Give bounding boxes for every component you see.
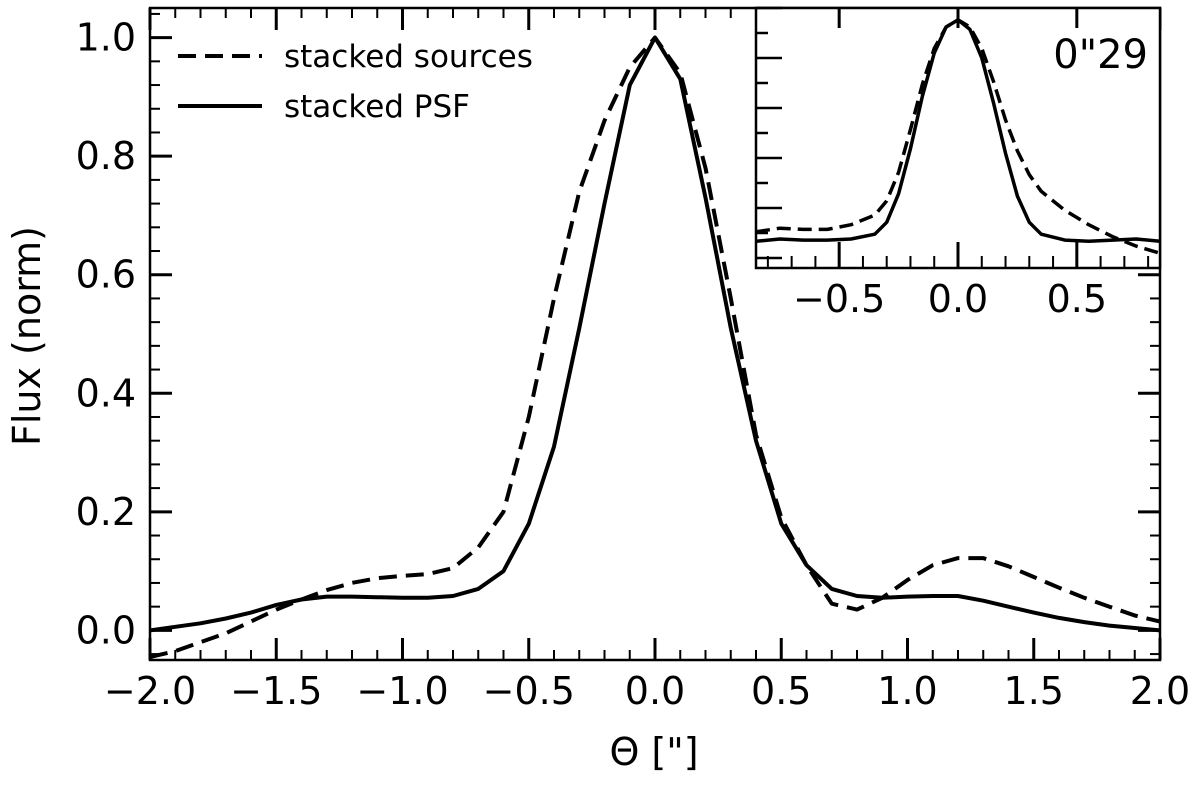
inset-plot: −0.5 0.0 0.5 0"29 [754, 6, 1162, 321]
series-line-stacked-psf [150, 35, 1160, 633]
y-tick-label: 0.2 [76, 490, 136, 534]
inset-background [756, 8, 1160, 268]
y-tick-label: 0.4 [76, 371, 136, 415]
x-tick-label: 1.0 [877, 669, 937, 713]
inset-x-tick-label: 0.5 [1047, 277, 1107, 321]
y-tick-label: 0.0 [76, 608, 136, 652]
x-tick-label: 1.5 [1004, 669, 1064, 713]
x-tick-label: −0.5 [483, 669, 575, 713]
inset-frame [754, 6, 1162, 270]
legend-label: stacked sources [284, 39, 533, 75]
y-tick-label: 0.6 [76, 253, 136, 297]
y-tick-label: 1.0 [76, 16, 136, 60]
plot-frame [148, 6, 1162, 662]
x-tick-label: 0.5 [751, 669, 811, 713]
main-plot: −2.0 −1.5 −1.0 −0.5 0.0 0.5 1.0 1.5 2.0 0.0 0.2 0.4… [76, 6, 1190, 713]
x-tick-label: −1.0 [356, 669, 448, 713]
x-tick-label: 0.0 [625, 669, 685, 713]
x-tick-label: −2.0 [104, 669, 196, 713]
x-axis-label: Θ ["] [609, 730, 698, 774]
y-axis-label: Flux (norm) [5, 226, 49, 446]
y-tick-label: 0.8 [76, 134, 136, 178]
x-tick-label: 2.0 [1130, 669, 1190, 713]
inset-series-stacked-psf [756, 18, 1160, 244]
inset-x-tick-label: −0.5 [793, 277, 885, 321]
inset-x-tick-label: 0.0 [928, 277, 988, 321]
x-tick-label: −1.5 [230, 669, 322, 713]
inset-title: 0"29 [1053, 32, 1148, 78]
legend-label: stacked PSF [284, 89, 470, 125]
